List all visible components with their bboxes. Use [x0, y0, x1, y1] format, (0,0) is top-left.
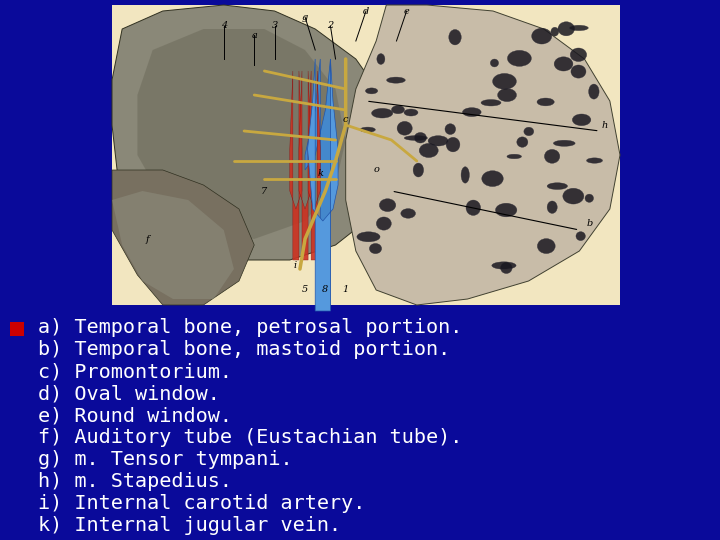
Ellipse shape: [366, 88, 378, 94]
Ellipse shape: [570, 25, 588, 31]
Polygon shape: [112, 5, 392, 260]
Polygon shape: [305, 59, 330, 305]
Ellipse shape: [428, 136, 448, 146]
Ellipse shape: [537, 239, 555, 254]
Ellipse shape: [490, 59, 498, 67]
Ellipse shape: [524, 127, 534, 136]
Ellipse shape: [554, 57, 573, 71]
Ellipse shape: [360, 127, 375, 132]
Text: b) Temporal bone, mastoid portion.: b) Temporal bone, mastoid portion.: [38, 340, 450, 359]
Ellipse shape: [507, 154, 521, 159]
Ellipse shape: [585, 194, 593, 202]
Ellipse shape: [544, 150, 559, 163]
Ellipse shape: [551, 27, 559, 36]
Ellipse shape: [387, 77, 405, 83]
Ellipse shape: [446, 137, 460, 152]
Text: h: h: [602, 120, 608, 130]
Text: c) Promontorium.: c) Promontorium.: [38, 362, 232, 381]
Ellipse shape: [531, 28, 552, 44]
Ellipse shape: [571, 65, 586, 78]
Ellipse shape: [414, 132, 426, 143]
Ellipse shape: [500, 262, 512, 274]
Polygon shape: [138, 29, 346, 239]
Text: a) Temporal bone, petrosal portion.: a) Temporal bone, petrosal portion.: [38, 318, 462, 337]
Ellipse shape: [449, 30, 462, 45]
Text: f) Auditory tube (Eustachian tube).: f) Auditory tube (Eustachian tube).: [38, 428, 462, 447]
Text: f: f: [145, 234, 149, 244]
Polygon shape: [289, 71, 302, 260]
Text: 4: 4: [220, 22, 227, 30]
Ellipse shape: [558, 22, 575, 36]
Ellipse shape: [377, 53, 385, 64]
Text: d) Oval window.: d) Oval window.: [38, 384, 220, 403]
Text: i: i: [293, 261, 297, 271]
Ellipse shape: [413, 163, 423, 177]
Ellipse shape: [576, 232, 585, 241]
Polygon shape: [307, 59, 338, 311]
Ellipse shape: [508, 50, 531, 66]
Ellipse shape: [419, 144, 438, 158]
Text: 5: 5: [302, 286, 308, 294]
Text: a: a: [251, 30, 257, 39]
Text: k) Internal jugular vein.: k) Internal jugular vein.: [38, 516, 341, 535]
Ellipse shape: [404, 136, 428, 140]
Text: g) m. Tensor tympani.: g) m. Tensor tympani.: [38, 450, 292, 469]
Text: e) Round window.: e) Round window.: [38, 406, 232, 425]
Text: h) m. Stapedius.: h) m. Stapedius.: [38, 472, 232, 491]
Ellipse shape: [461, 167, 469, 183]
Text: b: b: [586, 219, 593, 228]
Ellipse shape: [570, 48, 587, 62]
Ellipse shape: [392, 106, 405, 114]
Text: 8: 8: [323, 286, 328, 294]
Bar: [10, 322, 24, 336]
Ellipse shape: [563, 188, 584, 204]
Polygon shape: [112, 170, 254, 305]
Text: d: d: [363, 6, 369, 16]
Text: i) Internal carotid artery.: i) Internal carotid artery.: [38, 494, 365, 513]
Ellipse shape: [481, 99, 501, 106]
Ellipse shape: [572, 114, 591, 126]
Ellipse shape: [537, 98, 554, 106]
Text: e: e: [404, 6, 410, 16]
Ellipse shape: [547, 201, 557, 213]
Polygon shape: [112, 191, 234, 299]
Text: k: k: [318, 168, 323, 178]
Bar: [112, 5, 620, 305]
Ellipse shape: [492, 262, 516, 269]
Text: 1: 1: [343, 286, 348, 294]
Text: o: o: [373, 165, 379, 174]
Ellipse shape: [369, 244, 382, 254]
Ellipse shape: [495, 203, 517, 217]
Ellipse shape: [554, 140, 575, 146]
Ellipse shape: [547, 183, 567, 190]
Ellipse shape: [482, 171, 503, 186]
Ellipse shape: [397, 122, 413, 135]
Ellipse shape: [379, 199, 396, 212]
Text: c: c: [343, 114, 348, 124]
Ellipse shape: [404, 109, 418, 116]
Ellipse shape: [377, 217, 391, 230]
Ellipse shape: [462, 107, 481, 117]
Text: 7: 7: [261, 186, 268, 195]
Ellipse shape: [492, 73, 516, 89]
Text: 2: 2: [328, 22, 333, 30]
Ellipse shape: [357, 232, 380, 242]
Polygon shape: [308, 71, 320, 260]
Ellipse shape: [589, 84, 599, 99]
Text: g: g: [302, 12, 308, 22]
Polygon shape: [346, 5, 620, 305]
Ellipse shape: [445, 124, 456, 134]
Ellipse shape: [498, 89, 516, 102]
Ellipse shape: [587, 158, 603, 163]
Polygon shape: [299, 71, 311, 260]
Text: 3: 3: [271, 22, 278, 30]
Ellipse shape: [401, 208, 415, 218]
Ellipse shape: [517, 137, 528, 147]
Ellipse shape: [466, 200, 480, 215]
Ellipse shape: [372, 109, 393, 118]
